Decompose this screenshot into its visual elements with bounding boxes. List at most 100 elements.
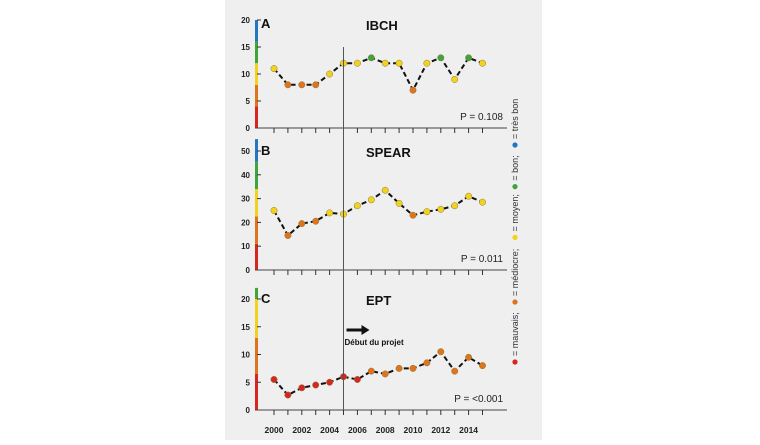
y-tick-label: 0	[246, 266, 251, 275]
data-point	[353, 202, 361, 210]
panel-label: A	[261, 16, 271, 31]
x-tick-label: 2004	[320, 425, 339, 435]
color-band-moyen	[255, 63, 258, 85]
data-point	[409, 86, 417, 94]
data-point	[395, 199, 403, 207]
x-tick-label: 2012	[431, 425, 450, 435]
color-band-bon	[255, 41, 258, 64]
data-point	[437, 205, 445, 213]
data-point	[465, 353, 473, 361]
data-point	[423, 59, 431, 67]
data-point	[367, 196, 375, 204]
data-point	[284, 391, 292, 399]
legend-label: = bon;	[510, 155, 520, 180]
data-point	[326, 70, 334, 78]
y-tick-label: 50	[241, 147, 250, 156]
y-tick-label: 15	[241, 323, 250, 332]
legend-marker-icon	[512, 184, 518, 190]
color-band-médiocre	[255, 216, 258, 244]
y-tick-label: 0	[246, 124, 251, 133]
y-tick-label: 5	[246, 97, 251, 106]
data-point	[409, 211, 417, 219]
color-band-moyen	[255, 299, 258, 338]
x-tick-label: 2008	[376, 425, 395, 435]
series-line	[273, 56, 483, 93]
legend-label: = moyen;	[510, 194, 520, 231]
data-point	[437, 54, 445, 62]
data-point	[284, 81, 292, 89]
color-band-mauvais	[255, 373, 258, 410]
legend-marker-icon	[512, 234, 518, 240]
data-point	[367, 367, 375, 375]
data-point	[298, 384, 306, 392]
color-band-très-bon	[255, 20, 258, 42]
data-point	[465, 54, 473, 62]
data-point	[270, 207, 278, 214]
data-point	[437, 348, 445, 356]
color-band-bon	[255, 287, 258, 299]
arrow-label: Début du projet	[345, 338, 404, 347]
p-value: P = 0.108	[460, 112, 503, 123]
data-point	[479, 59, 486, 67]
panel-title: SPEAR	[366, 145, 411, 160]
panel-label: B	[261, 143, 270, 158]
series-line	[273, 350, 484, 397]
data-point	[395, 364, 403, 372]
p-value: P = <0.001	[454, 394, 503, 405]
data-point	[270, 65, 278, 73]
panel-label: C	[261, 291, 271, 306]
data-point	[451, 75, 459, 83]
data-point	[353, 376, 361, 383]
color-band-très-bon	[255, 139, 258, 162]
data-point	[451, 202, 459, 210]
y-tick-label: 10	[241, 351, 250, 360]
x-tick-label: 2010	[404, 425, 423, 435]
panel-b: 0 10 20 30 40 50 B SPEAR P = 0.011	[241, 139, 507, 275]
data-point	[381, 370, 389, 378]
panel-title: EPT	[366, 293, 391, 308]
x-tick-label: 2002	[292, 425, 311, 435]
y-tick-label: 10	[241, 70, 250, 79]
x-tick-label: 2006	[348, 425, 367, 435]
data-point	[298, 220, 306, 228]
data-point	[312, 381, 320, 389]
y-tick-label: 0	[246, 406, 251, 415]
color-band-médiocre	[255, 84, 258, 107]
y-tick-label: 5	[246, 378, 251, 387]
legend-marker-icon	[512, 299, 518, 305]
data-point	[284, 232, 292, 239]
data-point	[298, 81, 306, 89]
arrow-head-icon	[361, 325, 370, 335]
color-band-bon	[255, 161, 258, 190]
data-point	[312, 217, 320, 225]
color-band-mauvais	[255, 106, 258, 128]
color-band-mauvais	[255, 243, 258, 270]
data-point	[479, 362, 486, 370]
panel-a: 0 5 10 15 20 A IBCH P = 0.108	[241, 16, 507, 133]
data-point	[465, 192, 473, 200]
x-tick-label: 2000	[265, 425, 284, 435]
legend-marker-icon	[512, 359, 518, 365]
data-point	[395, 59, 403, 67]
color-band-médiocre	[255, 337, 258, 374]
legend-label: = mauvais;	[510, 312, 520, 356]
data-point	[353, 59, 361, 67]
data-point	[423, 208, 431, 216]
panel-title: IBCH	[366, 18, 398, 33]
data-point	[326, 378, 334, 386]
y-tick-label: 20	[241, 295, 250, 304]
p-value: P = 0.011	[461, 254, 504, 265]
data-point	[367, 54, 375, 62]
data-point	[451, 367, 459, 375]
data-point	[409, 364, 417, 372]
panel-c: 0 5 10 15 20 2000 2002 2004 2006 2008 2010 2012 2014…	[241, 287, 507, 435]
series-line	[273, 188, 483, 238]
figure: 0 5 10 15 20 A IBCH P = 0.108 0 10 20 30 40 50 B SPEAR P…	[225, 0, 542, 440]
y-tick-label: 15	[241, 43, 250, 52]
legend: = mauvais; = médiocre; = moyen; = bon; = trè…	[510, 99, 520, 365]
y-tick-label: 20	[241, 16, 250, 25]
y-tick-label: 20	[241, 218, 250, 227]
x-tick-label: 2014	[459, 425, 478, 435]
y-tick-label: 40	[241, 171, 250, 180]
data-point	[326, 209, 334, 217]
